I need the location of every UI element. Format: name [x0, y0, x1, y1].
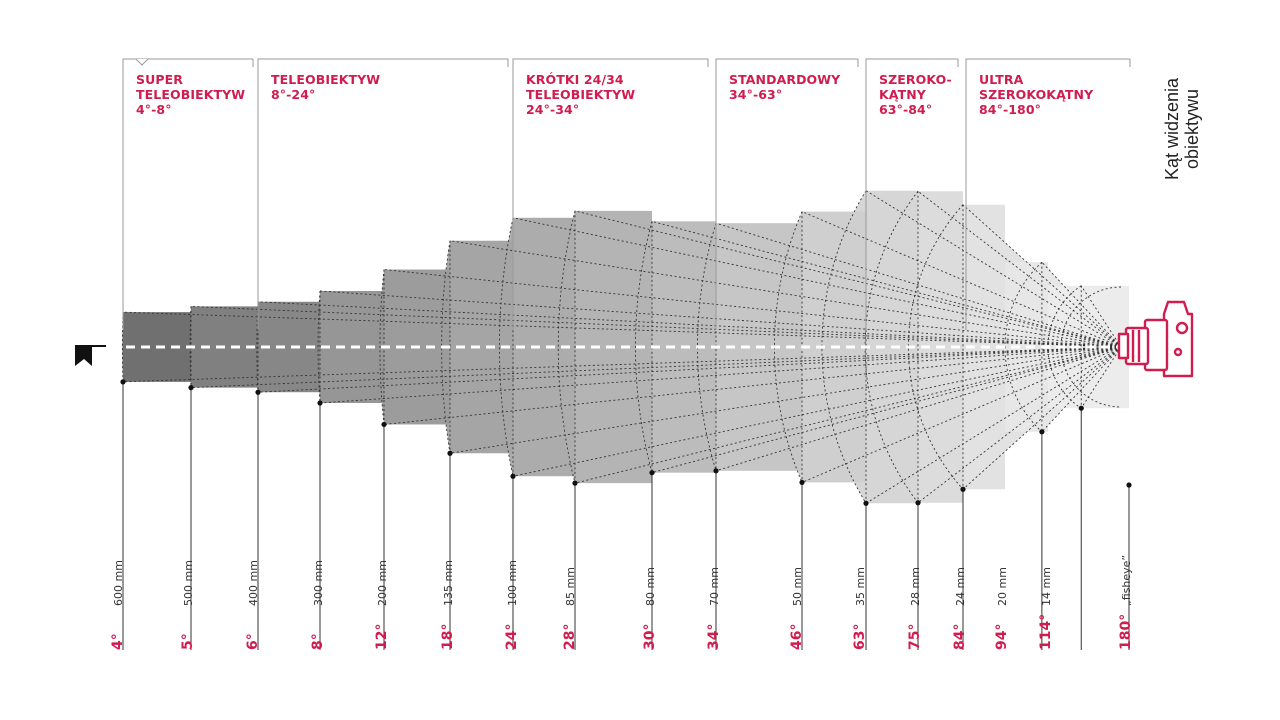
leader-dot: [510, 473, 516, 479]
category-label-line: 84°-180°: [979, 102, 1041, 117]
leader-dot: [960, 486, 966, 492]
category-label-line: SZEROKOKĄTNY: [979, 87, 1094, 102]
angle-label: 180°: [1118, 613, 1134, 650]
leader-dot: [713, 468, 719, 474]
focal-length-label: 35 mm: [854, 567, 867, 606]
category-label-line: 34°-63°: [729, 87, 783, 102]
leader-dot: [1039, 429, 1045, 435]
leader-dot: [915, 500, 921, 506]
category-label-line: 8°-24°: [271, 87, 316, 102]
focal-length-label: „fisheye”: [1120, 554, 1133, 606]
angle-label: 12°: [374, 623, 390, 650]
category-label-line: STANDARDOWY: [729, 72, 841, 87]
leader-dot: [799, 479, 805, 486]
angle-label: 6°: [245, 633, 261, 650]
axis-title-line-2: obiektywu: [1182, 88, 1202, 169]
leader-dot: [1078, 405, 1084, 411]
angle-label: 34°: [706, 623, 722, 650]
focal-length-label: 135 mm: [442, 560, 455, 606]
focal-length-label: 14 mm: [1040, 567, 1053, 606]
focal-length-label: 400 mm: [247, 560, 260, 606]
category-label: SZEROKO- KĄTNY 63°-84°: [879, 72, 952, 117]
angle-label: 8°: [310, 633, 326, 650]
leader-dot: [381, 421, 387, 428]
focal-length-label: 100 mm: [506, 560, 519, 606]
angle-label: 18°: [440, 623, 456, 650]
category-label-line: ULTRA: [979, 72, 1024, 87]
axis-title: Kąt widzenia obiektywu: [1162, 78, 1202, 180]
category-brackets: [122, 58, 1131, 330]
focal-length-label: 24 mm: [954, 567, 967, 606]
camera-icon: [1117, 300, 1194, 378]
focal-length-label: 85 mm: [564, 567, 577, 606]
leader-dot: [255, 389, 261, 395]
leader-dot: [1126, 482, 1132, 488]
category-label-line: KĄTNY: [879, 87, 926, 102]
focal-length-label: 80 mm: [644, 567, 657, 606]
leader-lines: [120, 379, 1132, 650]
angle-label: 94°: [994, 623, 1010, 650]
category-label-line: SZEROKO-: [879, 72, 952, 87]
category-label: SUPER TELEOBIEKTYW 4°-8°: [136, 72, 245, 117]
angle-label: 114°: [1038, 613, 1054, 650]
focal-length-label: 200 mm: [376, 560, 389, 606]
focal-length-label: 70 mm: [708, 567, 721, 606]
leader-dot: [120, 379, 126, 385]
angle-label: 5°: [180, 633, 196, 650]
leader-dot: [447, 450, 453, 456]
category-label: TELEOBIEKTYW 8°-24°: [271, 72, 380, 102]
leader-dot: [188, 385, 194, 391]
angle-label: 4°: [110, 633, 126, 650]
category-label-line: 63°-84°: [879, 102, 933, 117]
fov-rays: [122, 190, 1122, 504]
leader-dot: [649, 470, 655, 476]
category-label: STANDARDOWY 34°-63°: [729, 72, 840, 102]
category-label: ULTRA SZEROKOKĄTNY 84°-180°: [979, 72, 1093, 117]
category-label-line: TELEOBIEKTYW: [271, 72, 381, 87]
angle-label: 84°: [952, 623, 968, 650]
focal-length-label: 500 mm: [182, 560, 195, 606]
focal-length-label: 300 mm: [312, 560, 325, 606]
focal-length-label: 20 mm: [996, 567, 1009, 606]
leader-dot: [863, 500, 869, 506]
category-label-line: SUPER: [136, 72, 183, 87]
angle-label: 30°: [642, 623, 658, 650]
angle-label: 24°: [504, 623, 520, 650]
category-label-line: 24°-34°: [526, 102, 580, 117]
leader-dot: [572, 480, 578, 486]
category-label-line: KRÓTKI 24/34: [526, 72, 624, 87]
category-label-line: 4°-8°: [136, 102, 172, 117]
angle-label: 63°: [852, 623, 868, 650]
focal-length-label: 600 mm: [112, 560, 125, 606]
category-label: KRÓTKI 24/34 TELEOBIEKTYW 24°-34°: [526, 72, 635, 117]
angle-label: 46°: [789, 623, 805, 650]
focal-length-label: 28 mm: [909, 567, 922, 606]
leader-dot: [317, 400, 323, 406]
category-label-line: TELEOBIEKTYW: [526, 87, 636, 102]
angle-label: 75°: [907, 623, 923, 650]
axis-title-line-1: Kąt widzenia: [1162, 77, 1182, 180]
focal-length-label: 50 mm: [791, 567, 804, 606]
flag-icon: [75, 345, 106, 366]
category-label-line: TELEOBIEKTYW: [136, 87, 246, 102]
angle-label: 28°: [562, 623, 578, 650]
